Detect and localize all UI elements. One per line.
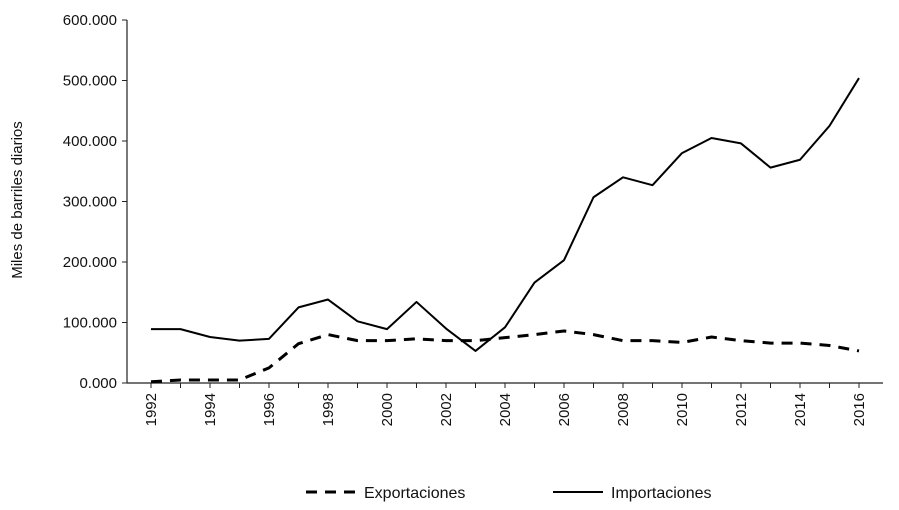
y-tick-label: 600.000 xyxy=(63,12,117,29)
x-tick-label: 2016 xyxy=(851,393,868,426)
series-line-exportaciones xyxy=(150,329,860,384)
x-tick-label: 2012 xyxy=(733,393,750,426)
x-tick-label: 2004 xyxy=(497,393,514,426)
y-tick-label: 300.000 xyxy=(63,194,117,211)
legend-label-exportaciones: Exportaciones xyxy=(364,485,465,502)
legend-label-importaciones: Importaciones xyxy=(611,485,712,502)
x-tick-label: 1996 xyxy=(261,393,278,426)
x-tick-label: 1994 xyxy=(202,393,219,426)
x-tick-label: 2010 xyxy=(674,393,691,426)
x-tick-label: 2006 xyxy=(556,393,573,426)
x-tick-label: 2000 xyxy=(379,393,396,426)
y-ticks: 0.000 100.000 200.000 300.000 400.000 500.000… xyxy=(63,12,127,392)
x-tick-label: 2014 xyxy=(792,393,809,426)
x-ticks: 1992 1994 1996 1998 2000 2002 2004 2006 2008 2010… xyxy=(143,383,868,426)
y-tick-label: 500.000 xyxy=(63,73,117,90)
x-tick-label: 1998 xyxy=(320,393,337,426)
series-lines xyxy=(150,77,860,384)
x-tick-label: 2008 xyxy=(615,393,632,426)
y-tick-label: 0.000 xyxy=(79,375,117,392)
y-tick-label: 200.000 xyxy=(63,254,117,271)
y-tick-label: 400.000 xyxy=(63,133,117,150)
x-tick-label: 2002 xyxy=(438,393,455,426)
legend: Exportaciones Importaciones xyxy=(306,485,712,502)
y-tick-label: 100.000 xyxy=(63,315,117,332)
series-line-importaciones xyxy=(151,77,860,352)
y-axis-label: Miles de barriles diarios xyxy=(9,121,26,279)
x-tick-label: 1992 xyxy=(143,393,160,426)
